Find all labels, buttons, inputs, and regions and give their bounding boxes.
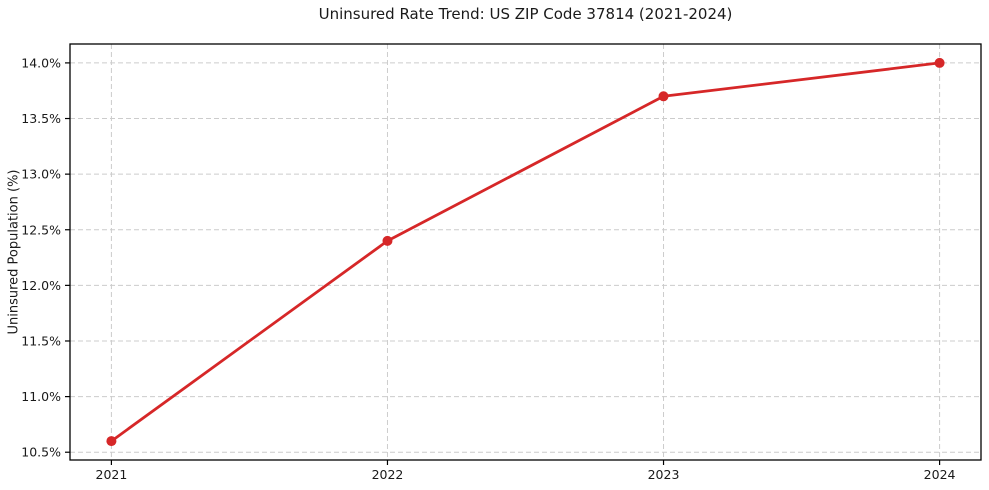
data-point	[106, 436, 117, 447]
x-tick-label: 2022	[372, 467, 404, 482]
y-tick-label: 13.5%	[21, 111, 61, 126]
y-tick-label: 12.0%	[21, 278, 61, 293]
plot-border	[69, 43, 982, 461]
y-tick-label: 13.0%	[21, 167, 61, 182]
trend-line	[110, 61, 941, 443]
chart-title: Uninsured Rate Trend: US ZIP Code 37814 …	[318, 5, 733, 23]
x-tick-label: 2021	[96, 467, 128, 482]
y-tick-label: 11.0%	[21, 389, 61, 404]
data-point	[382, 235, 393, 246]
data-point	[658, 91, 669, 102]
x-tick-label: 2024	[924, 467, 956, 482]
x-tick-label: 2023	[648, 467, 680, 482]
data-point	[934, 57, 945, 68]
y-tick-label: 10.5%	[21, 445, 61, 460]
y-tick-label: 14.0%	[21, 55, 61, 70]
y-tick-label: 12.5%	[21, 222, 61, 237]
y-tick-label: 11.5%	[21, 333, 61, 348]
